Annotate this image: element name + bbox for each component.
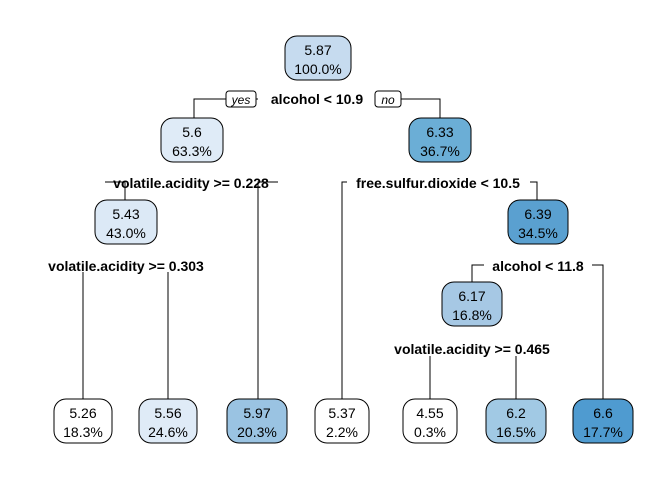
node-value: 5.43 — [112, 206, 139, 222]
node-percent: 20.3% — [237, 424, 277, 440]
node-percent: 36.7% — [420, 143, 460, 159]
split-label-s4: volatile.acidity >= 0.303 — [48, 258, 204, 274]
node-percent: 24.6% — [148, 424, 188, 440]
node-n6: 6.17 16.8% — [441, 281, 503, 327]
node-value: 6.2 — [506, 405, 526, 421]
node-percent: 63.3% — [172, 143, 212, 159]
node-value: 6.17 — [458, 288, 485, 304]
edge-s5-right — [592, 264, 604, 399]
edge-s5-left — [471, 264, 484, 282]
node-value: 6.6 — [593, 405, 613, 421]
node-value: 6.39 — [524, 206, 551, 222]
tree-edges — [82, 98, 604, 399]
leaf-l2: 5.56 24.6% — [138, 398, 198, 444]
node-value: 5.97 — [243, 405, 270, 421]
edge-s2-left — [105, 181, 126, 200]
node-percent: 17.7% — [583, 424, 623, 440]
node-n3: 6.33 36.7% — [408, 117, 472, 163]
edge-s3-right — [530, 181, 538, 200]
node-value: 5.56 — [154, 405, 181, 421]
node-percent: 16.5% — [496, 424, 536, 440]
split-label-s6: volatile.acidity >= 0.465 — [394, 341, 550, 357]
split-label-s2: volatile.acidity >= 0.228 — [113, 175, 269, 191]
edge-s3-left — [341, 181, 347, 399]
yes-tag: yes — [225, 90, 257, 108]
leaf-l4: 5.37 2.2% — [314, 398, 370, 444]
no-tag: no — [374, 90, 402, 108]
split-label-s1: alcohol < 10.9 — [271, 91, 363, 107]
leaf-l3: 5.97 20.3% — [226, 398, 288, 444]
node-n2: 5.6 63.3% — [160, 117, 224, 163]
node-percent: 18.3% — [63, 424, 103, 440]
node-value: 5.87 — [304, 42, 331, 58]
split-label-s3: free.sulfur.dioxide < 10.5 — [356, 175, 520, 191]
node-n5: 6.39 34.5% — [507, 199, 569, 245]
node-percent: 0.3% — [414, 424, 446, 440]
node-percent: 100.0% — [294, 61, 341, 77]
node-percent: 34.5% — [518, 225, 558, 241]
split-label-s5: alcohol < 11.8 — [492, 258, 584, 274]
edge-s2-right — [257, 181, 278, 399]
node-percent: 16.8% — [452, 307, 492, 323]
leaf-l5: 4.55 0.3% — [402, 398, 458, 444]
node-percent: 2.2% — [326, 424, 358, 440]
leaf-l6: 6.2 16.5% — [485, 398, 547, 444]
node-value: 6.33 — [426, 124, 453, 140]
leaf-l7: 6.6 17.7% — [572, 398, 634, 444]
no-label: no — [381, 93, 395, 107]
node-percent: 43.0% — [106, 225, 146, 241]
leaf-l1: 5.26 18.3% — [53, 398, 113, 444]
node-n4: 5.43 43.0% — [94, 199, 158, 245]
node-value: 5.6 — [182, 124, 202, 140]
node-value: 5.37 — [328, 405, 355, 421]
node-n1: 5.87 100.0% — [284, 35, 352, 81]
node-value: 4.55 — [416, 405, 443, 421]
yes-label: yes — [231, 93, 251, 107]
node-value: 5.26 — [69, 405, 96, 421]
